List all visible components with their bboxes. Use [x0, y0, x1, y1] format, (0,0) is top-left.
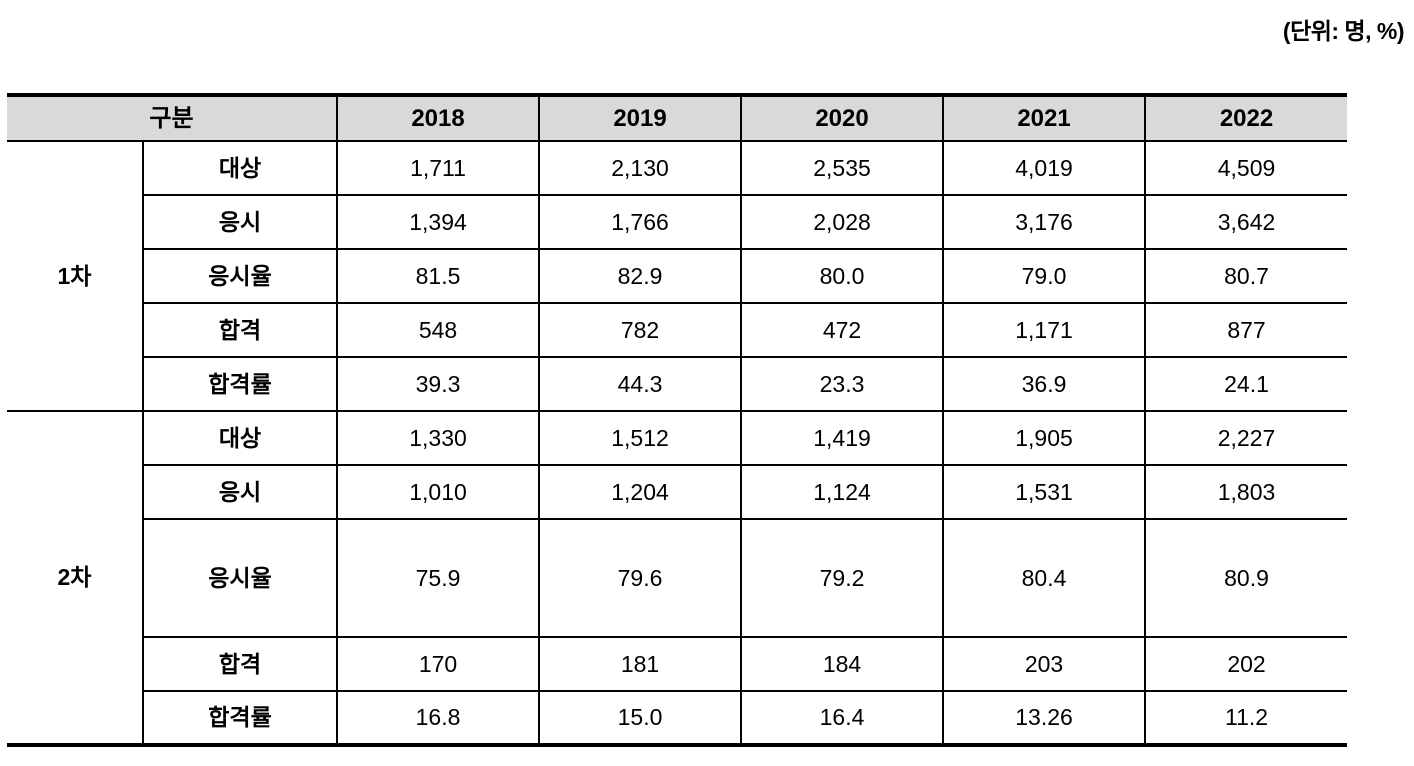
row-label: 합격률 — [143, 690, 339, 746]
data-cell: 16.8 — [336, 690, 541, 746]
data-cell: 2,130 — [538, 140, 743, 196]
data-cell: 79.2 — [740, 518, 945, 638]
table-row: 응시율 81.5 82.9 80.0 79.0 80.7 — [7, 248, 1348, 304]
data-cell: 202 — [1144, 636, 1348, 692]
data-cell: 877 — [1144, 302, 1348, 358]
data-cell: 82.9 — [538, 248, 743, 304]
data-cell: 203 — [942, 636, 1147, 692]
data-cell: 1,803 — [1144, 464, 1348, 520]
data-cell: 1,766 — [538, 194, 743, 250]
row-label: 합격 — [143, 636, 339, 692]
data-cell: 472 — [740, 302, 945, 358]
data-cell: 1,124 — [740, 464, 945, 520]
data-cell: 1,171 — [942, 302, 1147, 358]
data-cell: 23.3 — [740, 356, 945, 412]
row-label: 대상 — [141, 410, 339, 466]
data-cell: 79.6 — [538, 518, 743, 638]
data-cell: 1,512 — [538, 410, 743, 466]
table-row: 응시 1,010 1,204 1,124 1,531 1,803 — [7, 464, 1348, 520]
table-row: 합격 548 782 472 1,171 877 — [7, 302, 1348, 358]
header-cell-year: 2020 — [740, 94, 945, 142]
data-cell: 2,227 — [1144, 410, 1348, 466]
unit-note: (단위: 명, %) — [1282, 18, 1405, 44]
table-row: 응시율 75.9 79.6 79.2 80.4 80.9 — [7, 518, 1348, 638]
exam-stats-table: 구분 2018 2019 2020 2021 2022 1차 대상 1,711 … — [7, 93, 1348, 747]
data-cell: 1,010 — [336, 464, 541, 520]
table-row: 1차 대상 1,711 2,130 2,535 4,019 4,509 — [7, 140, 1348, 412]
header-cell-year: 2022 — [1144, 94, 1348, 142]
group-cell-round1: 1차 — [7, 140, 144, 412]
data-cell: 81.5 — [336, 248, 541, 304]
data-cell: 1,711 — [336, 140, 541, 196]
table-row: 2차 대상 1,330 1,512 1,419 1,905 2,227 — [7, 410, 1348, 746]
row-label: 응시율 — [143, 248, 339, 304]
data-cell: 1,905 — [942, 410, 1147, 466]
data-cell: 181 — [538, 636, 743, 692]
data-cell: 13.26 — [942, 690, 1147, 746]
table-row: 합격률 39.3 44.3 23.3 36.9 24.1 — [7, 356, 1348, 412]
table-row: 합격률 16.8 15.0 16.4 13.26 11.2 — [7, 690, 1348, 746]
data-cell: 3,642 — [1144, 194, 1348, 250]
table-row: 합격 170 181 184 203 202 — [7, 636, 1348, 692]
group-cell-round2: 2차 — [7, 410, 144, 746]
data-cell: 80.9 — [1144, 518, 1348, 638]
data-cell: 36.9 — [942, 356, 1147, 412]
data-cell: 184 — [740, 636, 945, 692]
data-cell: 24.1 — [1144, 356, 1348, 412]
data-cell: 39.3 — [336, 356, 541, 412]
data-cell: 15.0 — [538, 690, 743, 746]
data-cell: 1,531 — [942, 464, 1147, 520]
table-row: 응시 1,394 1,766 2,028 3,176 3,642 — [7, 194, 1348, 250]
header-cell-year: 2019 — [538, 94, 743, 142]
data-cell: 11.2 — [1144, 690, 1348, 746]
header-cell-year: 2021 — [942, 94, 1147, 142]
row-label: 합격률 — [143, 356, 339, 412]
data-cell: 2,028 — [740, 194, 945, 250]
data-cell: 80.7 — [1144, 248, 1348, 304]
data-cell: 1,394 — [336, 194, 541, 250]
row-label: 응시율 — [143, 518, 339, 638]
row-label: 응시 — [143, 194, 339, 250]
row-label: 합격 — [143, 302, 339, 358]
data-cell: 3,176 — [942, 194, 1147, 250]
row-label: 대상 — [141, 140, 339, 196]
data-cell: 4,509 — [1144, 140, 1348, 196]
data-cell: 170 — [336, 636, 541, 692]
data-cell: 782 — [538, 302, 743, 358]
header-row: 구분 2018 2019 2020 2021 2022 — [7, 94, 1348, 142]
data-cell: 79.0 — [942, 248, 1147, 304]
data-cell: 80.4 — [942, 518, 1147, 638]
exam-stats-table-wrap: 구분 2018 2019 2020 2021 2022 1차 대상 1,711 … — [7, 93, 1348, 747]
row-label: 응시 — [143, 464, 339, 520]
data-cell: 1,419 — [740, 410, 945, 466]
header-cell-year: 2018 — [336, 94, 541, 142]
data-cell: 548 — [336, 302, 541, 358]
data-cell: 75.9 — [336, 518, 541, 638]
data-cell: 1,204 — [538, 464, 743, 520]
header-cell-category: 구분 — [7, 94, 339, 142]
data-cell: 2,535 — [740, 140, 945, 196]
data-cell: 1,330 — [336, 410, 541, 466]
data-cell: 16.4 — [740, 690, 945, 746]
data-cell: 4,019 — [942, 140, 1147, 196]
data-cell: 44.3 — [538, 356, 743, 412]
data-cell: 80.0 — [740, 248, 945, 304]
